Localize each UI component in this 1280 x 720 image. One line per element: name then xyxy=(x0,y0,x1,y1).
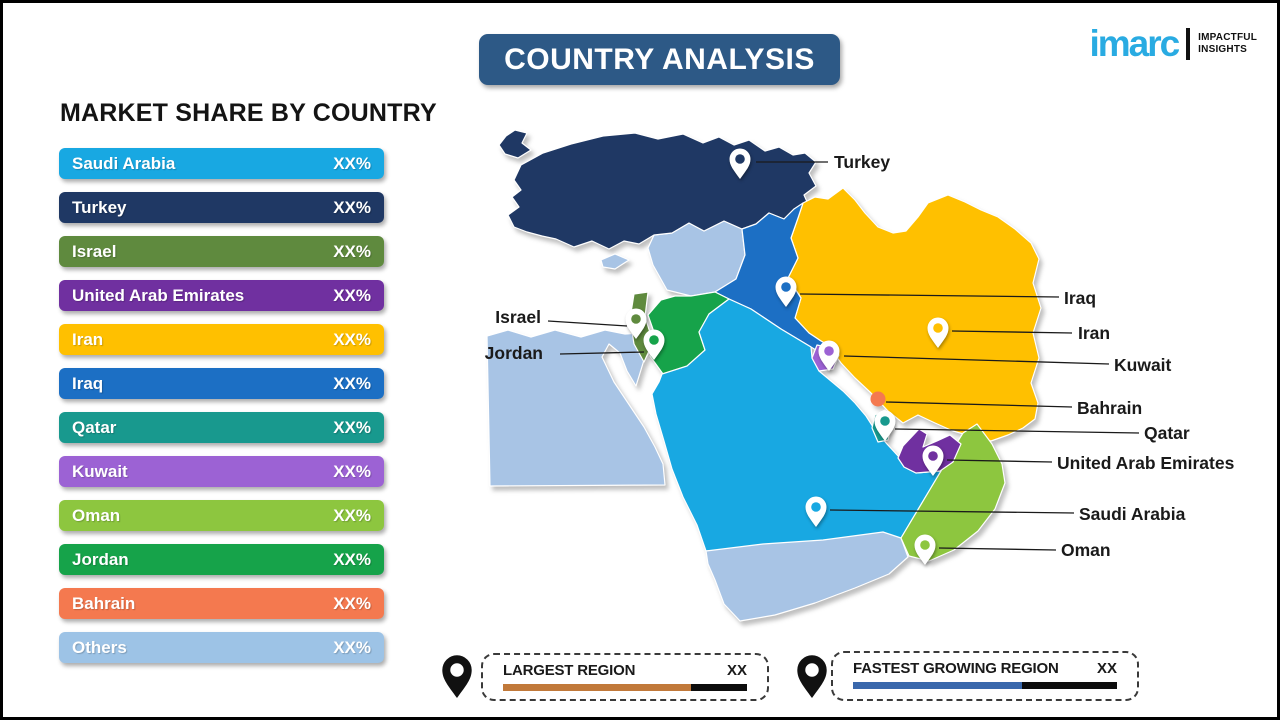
leader-bahrain xyxy=(885,401,1073,408)
bar-value: XX% xyxy=(333,329,371,349)
bar-label: Saudi Arabia xyxy=(72,153,176,173)
page-title: COUNTRY ANALYSIS xyxy=(504,42,815,76)
country-egypt xyxy=(486,329,666,487)
bar-value: XX% xyxy=(333,417,371,437)
map-label-jordan: Jordan xyxy=(484,343,543,363)
fastest-growing-label: FASTEST GROWING REGION xyxy=(853,660,1059,677)
bar-saudi-arabia: Saudi Arabia XX% xyxy=(59,148,384,179)
leader-lines xyxy=(547,161,1140,551)
bar-value: XX% xyxy=(333,461,371,481)
logo-tagline-line2: INSIGHTS xyxy=(1198,43,1247,55)
country-yemen xyxy=(705,531,909,622)
map-pin-kuwait xyxy=(818,340,840,371)
bar-label: Kuwait xyxy=(72,461,128,481)
map-pin-jordan xyxy=(643,329,665,360)
market-share-heading: MARKET SHARE BY COUNTRY xyxy=(60,99,437,127)
leader-israel xyxy=(547,320,628,327)
imarc-wordmark: imarc xyxy=(1089,23,1180,64)
bar-value: XX% xyxy=(333,549,371,569)
bar-bahrain: Bahrain XX% xyxy=(59,588,384,619)
bar-turkey: Turkey XX% xyxy=(59,192,384,223)
map-label-bahrain: Bahrain xyxy=(1077,398,1143,418)
market-share-list: Saudi Arabia XX% Turkey XX% Israel XX% U… xyxy=(59,148,384,663)
bar-kuwait: Kuwait XX% xyxy=(59,456,384,487)
bar-value: XX% xyxy=(333,241,371,261)
bar-others: Others XX% xyxy=(59,632,384,663)
bar-label: Jordan xyxy=(72,549,129,569)
map-label-saudi: Saudi Arabia xyxy=(1079,504,1186,524)
fastest-growing-legend: FASTEST GROWING REGION XX xyxy=(831,651,1139,701)
fastest-growing-bar-fill xyxy=(853,682,1022,689)
bar-oman: Oman XX% xyxy=(59,500,384,531)
bar-label: Turkey xyxy=(72,197,127,217)
largest-region-value: XX xyxy=(726,662,747,679)
map-label-iran: Iran xyxy=(1078,323,1111,343)
largest-region-legend: LARGEST REGION XX xyxy=(481,653,769,701)
fastest-growing-bar-track xyxy=(853,682,1117,689)
bar-label: Qatar xyxy=(72,417,117,437)
bar-value: XX% xyxy=(333,197,371,217)
map-pin-turkey xyxy=(729,148,751,179)
map-label-turkey: Turkey xyxy=(834,152,891,172)
leader-jordan xyxy=(559,351,645,355)
map-pin-iran xyxy=(927,317,949,348)
bar-value: XX% xyxy=(333,373,371,393)
bar-value: XX% xyxy=(333,593,371,613)
bar-iran: Iran XX% xyxy=(59,324,384,355)
bar-israel: Israel XX% xyxy=(59,236,384,267)
leader-uae xyxy=(946,459,1053,463)
country-cyprus xyxy=(600,253,630,270)
logo-tagline: IMPACTFUL INSIGHTS xyxy=(1198,32,1257,56)
leader-iraq xyxy=(799,293,1060,298)
country-bahrain xyxy=(870,391,886,407)
map-pin-israel xyxy=(625,308,647,339)
bar-value: XX% xyxy=(333,505,371,525)
map-pin-saudi xyxy=(805,496,827,527)
leader-kuwait xyxy=(843,355,1110,365)
imarc-logo: imarc IMPACTFUL INSIGHTS xyxy=(1089,25,1257,62)
bar-label: Oman xyxy=(72,505,121,525)
page-title-banner: COUNTRY ANALYSIS xyxy=(479,34,840,85)
map-label-iraq: Iraq xyxy=(1064,288,1097,308)
fastest-growing-pin-icon xyxy=(797,655,827,698)
largest-region-label: LARGEST REGION xyxy=(503,662,636,679)
bar-label: Others xyxy=(72,637,127,657)
map-pin-qatar xyxy=(874,410,896,441)
map-pin-uae xyxy=(922,445,944,476)
logo-tagline-line1: IMPACTFUL xyxy=(1198,31,1257,43)
bar-label: Bahrain xyxy=(72,593,136,613)
bar-iraq: Iraq XX% xyxy=(59,368,384,399)
map-label-qatar: Qatar xyxy=(1144,423,1190,443)
country-turkey-thrace xyxy=(498,129,532,159)
bar-label: Israel xyxy=(72,241,117,261)
bar-jordan: Jordan XX% xyxy=(59,544,384,575)
largest-region-pin-icon xyxy=(442,655,472,698)
largest-region-bar-fill xyxy=(503,684,691,691)
bar-label: Iran xyxy=(72,329,104,349)
map-pin-oman xyxy=(914,534,936,565)
fastest-growing-value: XX xyxy=(1096,660,1117,677)
map-label-israel: Israel xyxy=(495,307,541,327)
map-label-kuwait: Kuwait xyxy=(1114,355,1172,375)
bar-label: United Arab Emirates xyxy=(72,285,245,305)
logo-divider xyxy=(1186,27,1191,60)
bar-value: XX% xyxy=(333,285,371,305)
map-label-uae: United Arab Emirates xyxy=(1057,453,1235,473)
leader-qatar xyxy=(894,428,1140,434)
bar-united-arab-emirates: United Arab Emirates XX% xyxy=(59,280,384,311)
largest-region-bar-track xyxy=(503,684,747,691)
leader-oman xyxy=(938,547,1057,551)
bar-value: XX% xyxy=(333,637,371,657)
middle-east-map xyxy=(486,129,1140,622)
bar-value: XX% xyxy=(333,153,371,173)
leader-saudi xyxy=(829,509,1075,514)
map-label-oman: Oman xyxy=(1061,540,1111,560)
leader-iran xyxy=(951,330,1073,334)
map-pin-iraq xyxy=(775,276,797,307)
bar-label: Iraq xyxy=(72,373,104,393)
bar-qatar: Qatar XX% xyxy=(59,412,384,443)
